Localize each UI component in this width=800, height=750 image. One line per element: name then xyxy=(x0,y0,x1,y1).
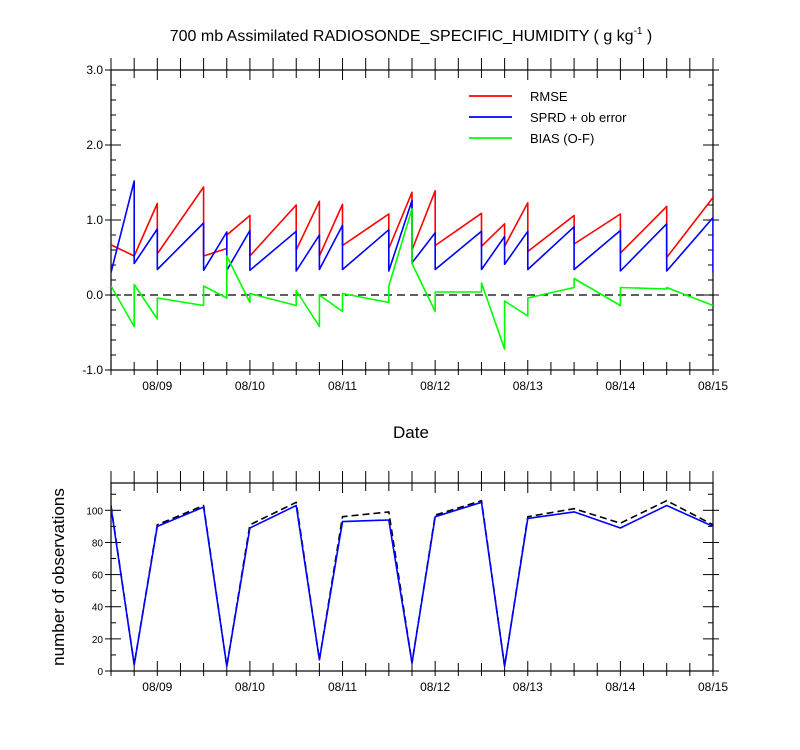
y-tick-label: 1.0 xyxy=(86,213,103,227)
humidity-stats-plot: 08/09 08/10 08/11 08/12 08/13 08/14 08/15 -1.0 0… xyxy=(82,58,728,393)
series-line-solid-assimilated xyxy=(111,501,713,668)
x-tick-label: 08/15 xyxy=(698,379,728,393)
y-tick-label: -1.0 xyxy=(82,363,103,377)
y-tick-label: 100 xyxy=(86,506,103,517)
y-tick-label: 80 xyxy=(92,538,104,549)
x-tick-label: 08/12 xyxy=(420,379,450,393)
top-plot-legend: RMSE SPRD + ob error BIAS (O-F) xyxy=(469,89,627,146)
bottom-plot-series xyxy=(111,499,713,668)
y-tick-label: 0 xyxy=(97,667,103,678)
y-tick-label: 60 xyxy=(92,571,104,582)
y-tick-label: 3.0 xyxy=(86,63,103,77)
top-plot-frame-and-ticks: 08/09 08/10 08/11 08/12 08/13 08/14 08/15 -1.0 0… xyxy=(82,58,728,393)
plot-frame xyxy=(110,482,714,672)
x-tick-label: 08/15 xyxy=(698,680,728,694)
bottom-plot-frame-and-ticks: 08/09 08/10 08/11 08/12 08/13 08/14 08/15 0 20 40… xyxy=(86,471,728,694)
y-tick-label: 2.0 xyxy=(86,138,103,152)
x-tick-label: 08/14 xyxy=(605,680,635,694)
chart-title-superscript: -1 xyxy=(634,26,643,37)
x-tick-label: 08/13 xyxy=(513,379,543,393)
x-tick-label: 08/12 xyxy=(420,680,450,694)
x-tick-label: 08/10 xyxy=(235,680,265,694)
series-line-sprd-ob-error xyxy=(111,180,713,273)
legend-label: BIAS (O-F) xyxy=(530,131,594,146)
x-tick-label: 08/09 xyxy=(142,680,172,694)
series-line-bias-o-f xyxy=(111,208,713,350)
chart-title: 700 mb Assimilated RADIOSONDE_SPECIFIC_H… xyxy=(170,26,653,45)
x-tick-label: 08/14 xyxy=(605,379,635,393)
y-tick-label: 20 xyxy=(92,635,104,646)
x-axis-title: Date xyxy=(393,423,429,442)
series-line-dashed-total xyxy=(111,499,713,668)
legend-label: RMSE xyxy=(530,89,568,104)
chart-title-main: 700 mb Assimilated RADIOSONDE_SPECIFIC_H… xyxy=(170,28,634,45)
y-axis-title-observations: number of observations xyxy=(49,488,68,666)
x-tick-label: 08/13 xyxy=(513,680,543,694)
observation-count-plot: 08/09 08/10 08/11 08/12 08/13 08/14 08/15 0 20 40… xyxy=(86,471,728,694)
legend-label: SPRD + ob error xyxy=(530,110,627,125)
x-tick-label: 08/10 xyxy=(235,379,265,393)
y-tick-label: 0.0 xyxy=(86,288,103,302)
x-tick-label: 08/11 xyxy=(328,379,357,393)
top-plot-series xyxy=(111,180,713,350)
x-tick-label: 08/11 xyxy=(328,680,357,694)
y-tick-label: 40 xyxy=(92,603,104,614)
chart-title-end: ) xyxy=(642,28,652,45)
x-tick-label: 08/09 xyxy=(142,379,172,393)
